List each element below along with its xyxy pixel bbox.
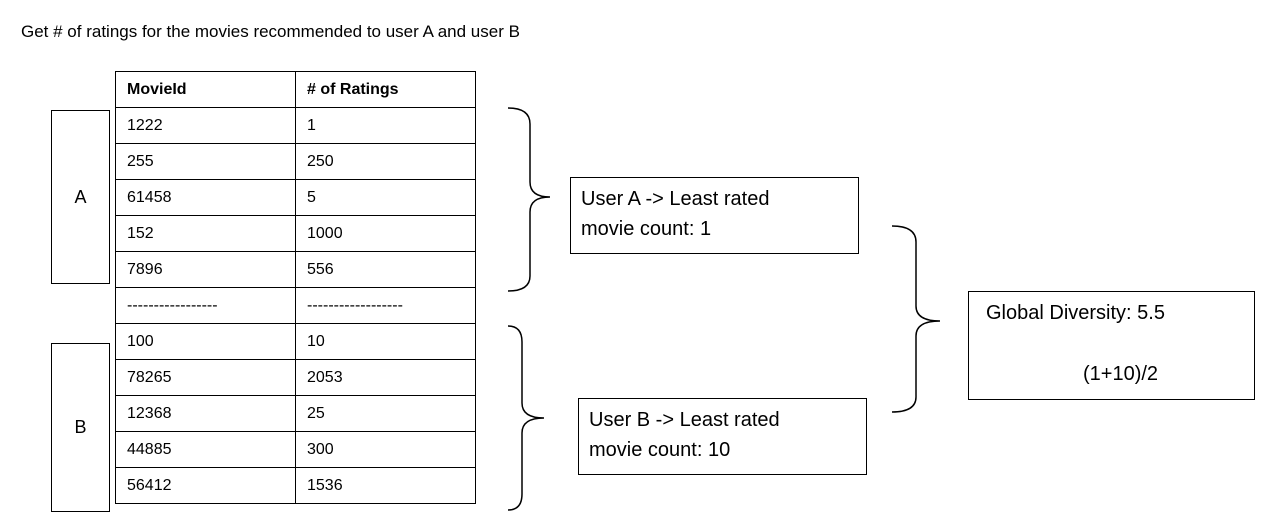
ratings-table-body: MovieId # of Ratings 1222 1 255 250 61458 5 15… (115, 71, 476, 504)
rating-count-cell: ------------------ (295, 287, 476, 324)
table-row: 7896 556 (115, 251, 476, 288)
table-row: 100 10 (115, 323, 476, 360)
rating-count-cell: 556 (295, 251, 476, 288)
header-rating-count: # of Ratings (295, 71, 476, 108)
table-row: 44885 300 (115, 431, 476, 468)
table-row: 78265 2053 (115, 359, 476, 396)
movieid-cell: 61458 (115, 179, 296, 216)
table-row: 61458 5 (115, 179, 476, 216)
group-b-box: B (51, 343, 110, 512)
rating-count-cell: 2053 (295, 359, 476, 396)
table-header-row: MovieId # of Ratings (115, 71, 476, 108)
rating-count-cell: 5 (295, 179, 476, 216)
rating-count-cell: 1536 (295, 467, 476, 504)
brace-global-diversity (891, 225, 941, 413)
user-b-summary-line2: movie count: 10 (589, 439, 731, 461)
user-b-summary-box: User B -> Least rated movie count: 10 (578, 398, 867, 475)
ratings-table: MovieId # of Ratings 1222 1 255 250 61458 5 15… (115, 71, 476, 504)
movieid-cell: 255 (115, 143, 296, 180)
table-row: 152 1000 (115, 215, 476, 252)
global-diversity-value: Global Diversity: 5.5 (986, 302, 1165, 324)
user-a-summary-box: User A -> Least rated movie count: 1 (570, 177, 859, 254)
group-a-box: A (51, 110, 110, 284)
global-diversity-formula: (1+10)/2 (1083, 363, 1159, 385)
movieid-cell: 78265 (115, 359, 296, 396)
movieid-cell: 1222 (115, 107, 296, 144)
global-diversity-box: Global Diversity: 5.5 (1+10)/2 (968, 291, 1255, 400)
brace-user-b (507, 325, 545, 511)
header-movieid: MovieId (115, 71, 296, 108)
brace-user-a (507, 107, 551, 292)
movieid-cell: 12368 (115, 395, 296, 432)
table-row: 12368 25 (115, 395, 476, 432)
rating-count-cell: 1 (295, 107, 476, 144)
user-b-summary-line1: User B -> Least rated (589, 409, 780, 431)
table-row: 56412 1536 (115, 467, 476, 504)
group-a-label: A (74, 186, 87, 207)
table-row: ----------------- ------------------ (115, 287, 476, 324)
group-b-label: B (74, 417, 87, 437)
ratings-table-container: MovieId # of Ratings 1222 1 255 250 61458 5 15… (115, 71, 476, 504)
table-row: 1222 1 (115, 107, 476, 144)
movieid-cell: ----------------- (115, 287, 296, 324)
table-row: 255 250 (115, 143, 476, 180)
user-a-summary-line2: movie count: 1 (581, 218, 712, 240)
rating-count-cell: 25 (295, 395, 476, 432)
user-a-summary-line1: User A -> Least rated (581, 188, 770, 210)
page-title: Get # of ratings for the movies recommen… (21, 22, 520, 41)
rating-count-cell: 10 (295, 323, 476, 360)
